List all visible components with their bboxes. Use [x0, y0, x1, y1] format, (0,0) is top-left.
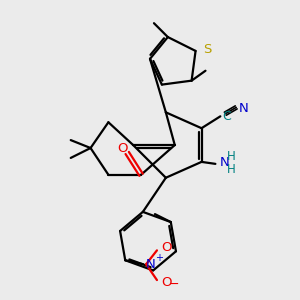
Text: N: N: [219, 156, 229, 170]
Text: N: N: [239, 102, 249, 115]
Text: H: H: [227, 163, 236, 176]
Text: O: O: [161, 241, 171, 254]
Text: −: −: [169, 278, 179, 290]
Text: +: +: [155, 253, 163, 263]
Text: N: N: [146, 258, 156, 271]
Text: S: S: [203, 44, 212, 56]
Text: O: O: [117, 142, 128, 154]
Text: O: O: [161, 275, 171, 289]
Text: C: C: [222, 110, 231, 123]
Text: H: H: [227, 150, 236, 164]
